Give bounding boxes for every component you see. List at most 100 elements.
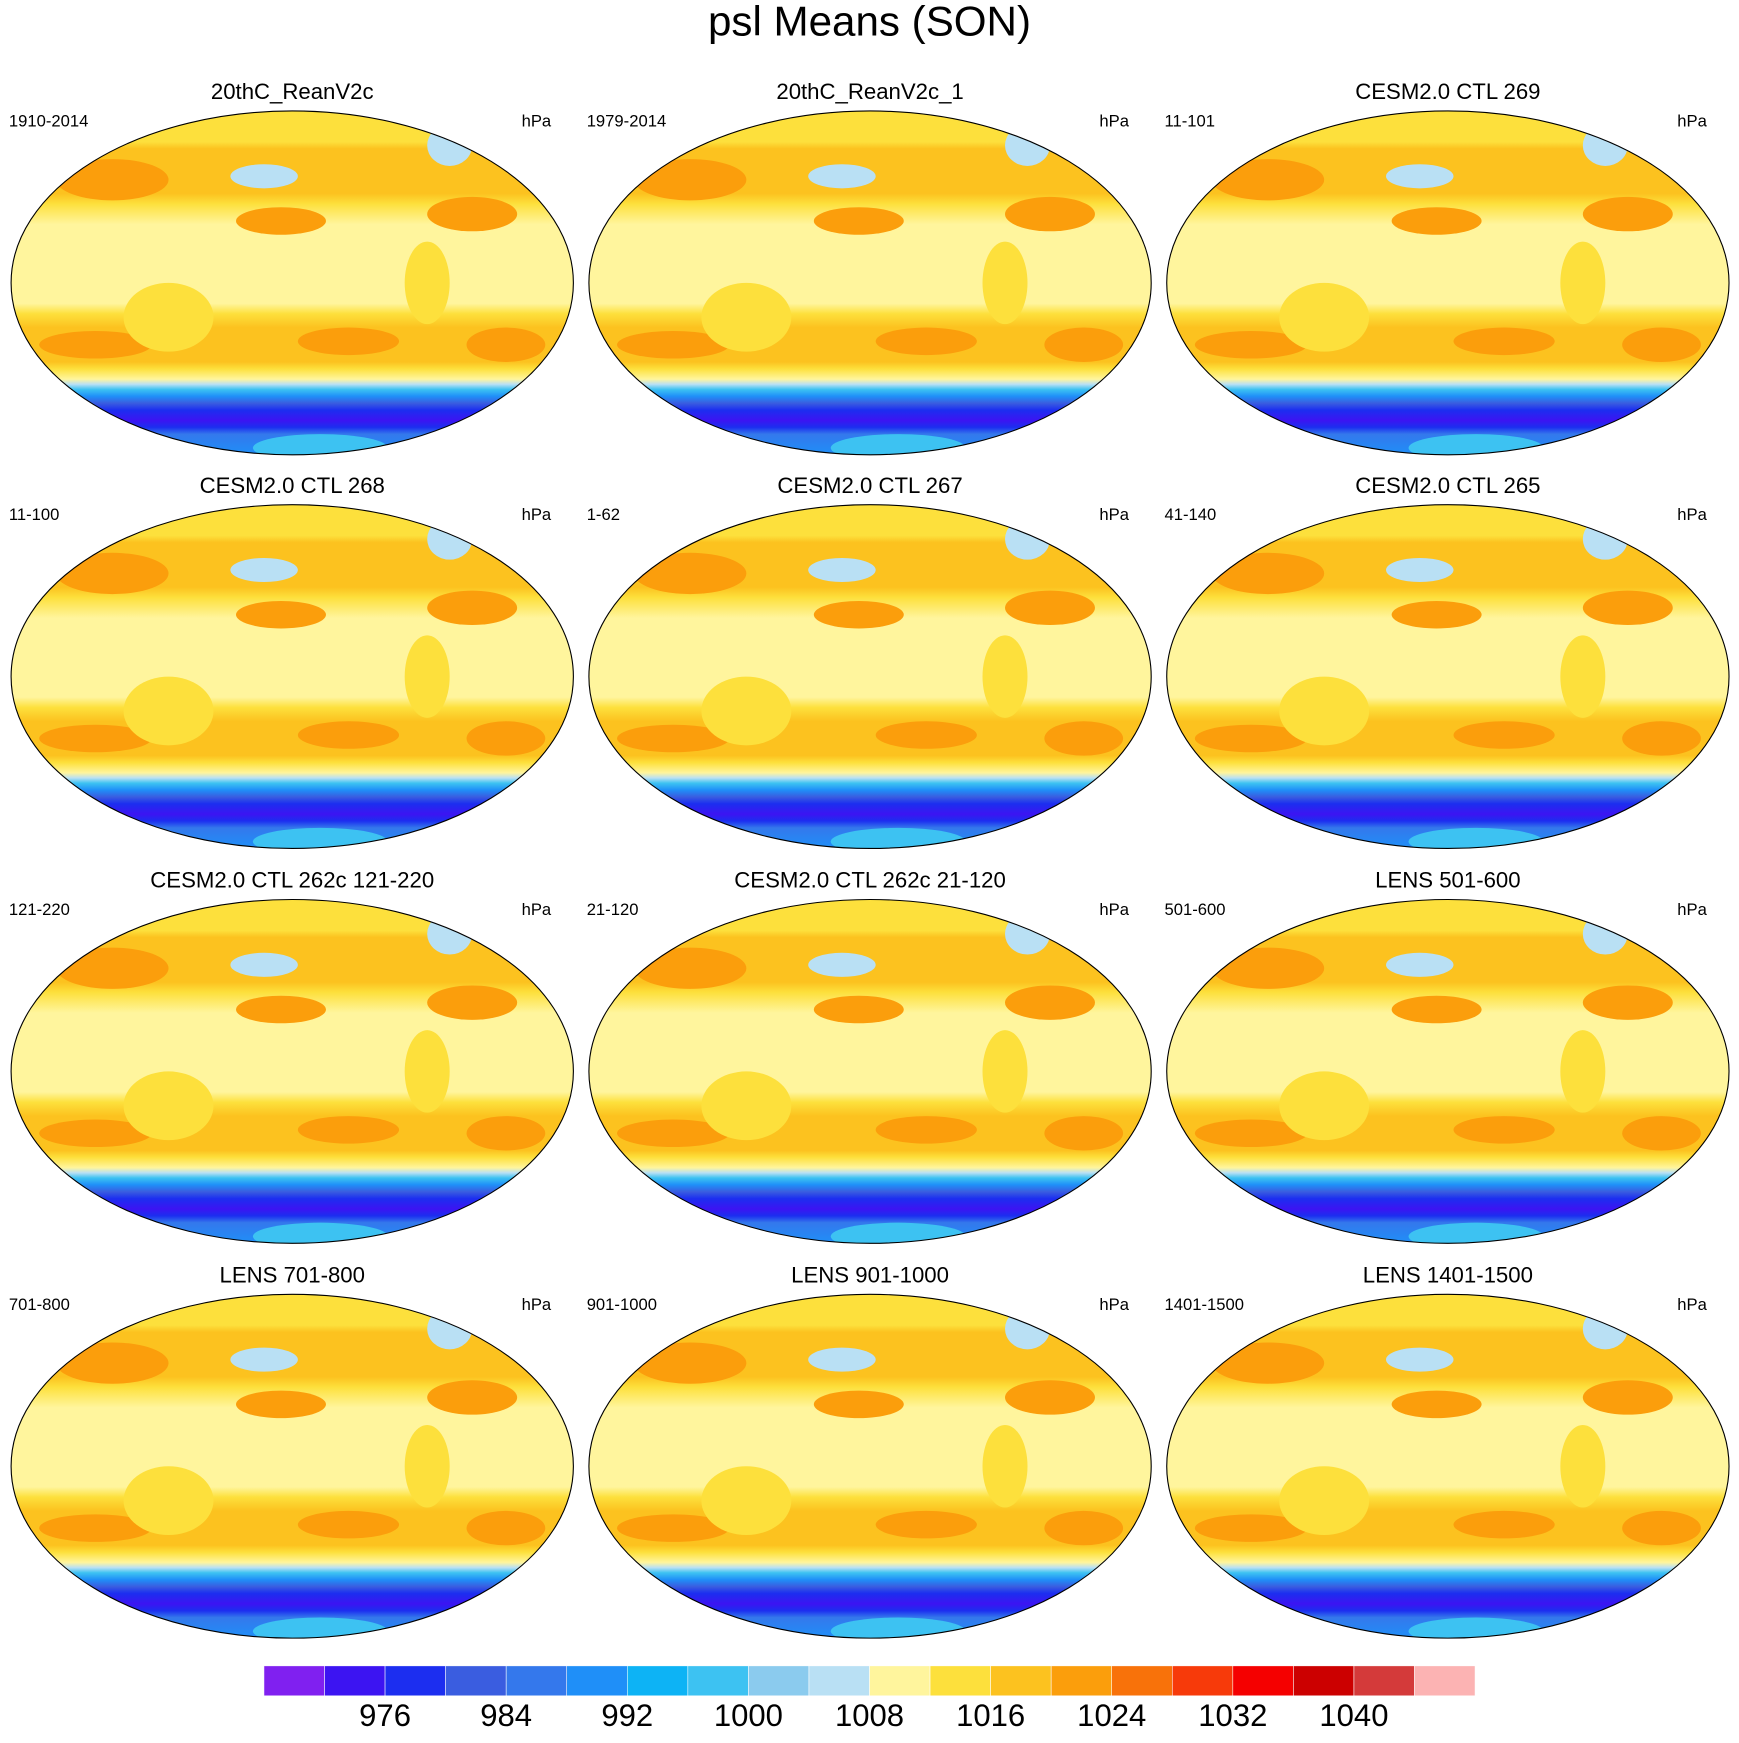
pressure-cell bbox=[701, 676, 792, 746]
pressure-cell bbox=[875, 721, 977, 749]
colorbar-box bbox=[1111, 1665, 1173, 1697]
pressure-cell bbox=[1560, 1424, 1606, 1508]
pressure-cell bbox=[1044, 1510, 1124, 1546]
pressure-cell bbox=[1386, 164, 1454, 189]
pressure-cell bbox=[297, 721, 400, 749]
panel-title: CESM2.0 CTL 262c 121-220 bbox=[150, 868, 434, 893]
panel-title: LENS 701-800 bbox=[220, 1262, 365, 1287]
colorbar-box bbox=[627, 1665, 689, 1697]
pressure-cell bbox=[56, 552, 169, 595]
figure-title: psl Means (SON) bbox=[708, 0, 1031, 45]
pressure-cell bbox=[252, 1222, 388, 1244]
pressure-cell bbox=[1005, 518, 1050, 560]
colorbar-box bbox=[1353, 1665, 1415, 1697]
pressure-cell bbox=[56, 159, 169, 201]
pressure-cell bbox=[427, 590, 518, 626]
pressure-cell bbox=[830, 1617, 966, 1639]
pressure-cell bbox=[1211, 159, 1325, 201]
panel: LENS 901-1000 901-1000 hPa bbox=[587, 1262, 1152, 1639]
map-outline bbox=[588, 504, 1152, 850]
map bbox=[1166, 110, 1730, 455]
panel-units: hPa bbox=[1099, 505, 1129, 524]
pressure-cell bbox=[404, 1424, 450, 1508]
pressure-cell bbox=[230, 164, 298, 189]
pressure-cell bbox=[830, 827, 966, 849]
pressure-cell bbox=[1194, 1119, 1308, 1148]
pressure-cell bbox=[236, 600, 326, 629]
pressure-cell bbox=[1211, 947, 1325, 989]
panel: LENS 501-600 501-600 hPa bbox=[1165, 868, 1730, 1244]
pressure-cell bbox=[617, 330, 730, 359]
pressure-cell bbox=[1622, 1510, 1701, 1546]
pressure-cell bbox=[701, 1071, 792, 1141]
pressure-cell bbox=[808, 952, 876, 977]
pressure-cell bbox=[1194, 330, 1308, 359]
colorbar-box bbox=[324, 1665, 386, 1697]
map-outline bbox=[10, 504, 574, 850]
colorbar-box bbox=[1232, 1665, 1294, 1697]
pressure-cell bbox=[1582, 1380, 1673, 1415]
panel-period: 1979-2014 bbox=[587, 111, 667, 130]
colorbar-tick-label: 1032 bbox=[1198, 1698, 1267, 1733]
map-outline bbox=[588, 898, 1152, 1244]
panel-units: hPa bbox=[1099, 900, 1129, 919]
pressure-cell bbox=[1279, 1466, 1370, 1535]
map bbox=[588, 110, 1152, 455]
pressure-cell bbox=[123, 676, 214, 746]
pressure-cell bbox=[230, 557, 298, 583]
pressure-cell bbox=[56, 1342, 169, 1384]
pressure-cell bbox=[1044, 721, 1124, 756]
panel-title: LENS 901-1000 bbox=[791, 1262, 949, 1287]
pressure-cell bbox=[1408, 1617, 1544, 1639]
pressure-cell bbox=[617, 1119, 730, 1148]
pressure-cell bbox=[1391, 995, 1482, 1024]
pressure-cell bbox=[1005, 1308, 1050, 1350]
pressure-cell bbox=[123, 1466, 214, 1535]
map-outline bbox=[10, 110, 574, 456]
panel-title: CESM2.0 CTL 262c 21-120 bbox=[734, 868, 1006, 893]
pressure-cell bbox=[1622, 1116, 1701, 1151]
panel-period: 701-800 bbox=[9, 1295, 70, 1314]
panel-units: hPa bbox=[522, 900, 552, 919]
map-outline bbox=[10, 898, 574, 1244]
pressure-cell bbox=[808, 1347, 876, 1372]
colorbar-box bbox=[505, 1665, 568, 1697]
colorbar-box bbox=[566, 1665, 628, 1697]
map-outline bbox=[588, 1293, 1152, 1639]
pressure-cell bbox=[1391, 1390, 1482, 1419]
panel-title: 20thC_ReanV2c_1 bbox=[776, 79, 963, 104]
panel-period: 901-1000 bbox=[587, 1295, 657, 1314]
pressure-cell bbox=[875, 1510, 977, 1539]
map bbox=[588, 899, 1152, 1244]
colorbar-tick-label: 1024 bbox=[1077, 1698, 1146, 1733]
map bbox=[11, 899, 574, 1244]
pressure-cell bbox=[1408, 434, 1544, 455]
pressure-cell bbox=[1582, 985, 1673, 1020]
colorbar-box bbox=[929, 1665, 991, 1697]
pressure-cell bbox=[427, 124, 473, 166]
panel-period: 1-62 bbox=[587, 505, 620, 524]
panel-title: LENS 1401-1500 bbox=[1363, 1262, 1533, 1287]
panel-units: hPa bbox=[522, 505, 552, 524]
panel-units: hPa bbox=[1677, 505, 1707, 524]
colorbar-box bbox=[687, 1665, 749, 1697]
pressure-cell bbox=[123, 1071, 214, 1141]
map bbox=[1166, 1294, 1730, 1639]
pressure-cell bbox=[813, 207, 904, 235]
pressure-cell bbox=[297, 1510, 400, 1539]
colorbar-box bbox=[1293, 1665, 1355, 1697]
pressure-cell bbox=[1386, 952, 1454, 977]
pressure-cell bbox=[1391, 207, 1482, 235]
pressure-cell bbox=[1453, 1510, 1555, 1539]
panel-units: hPa bbox=[522, 111, 552, 130]
pressure-cell bbox=[39, 1119, 152, 1148]
colorbar-tick-label: 992 bbox=[601, 1698, 653, 1733]
colorbar-tick-label: 1008 bbox=[835, 1698, 904, 1733]
panel-title: CESM2.0 CTL 268 bbox=[200, 473, 385, 498]
pressure-cell bbox=[1005, 913, 1050, 955]
pressure-cell bbox=[1582, 124, 1628, 166]
pressure-cell bbox=[1391, 600, 1482, 629]
pressure-cell bbox=[404, 635, 450, 718]
pressure-cell bbox=[808, 164, 876, 189]
panel: 20thC_ReanV2c_1 1979-2014 hPa bbox=[587, 79, 1152, 456]
